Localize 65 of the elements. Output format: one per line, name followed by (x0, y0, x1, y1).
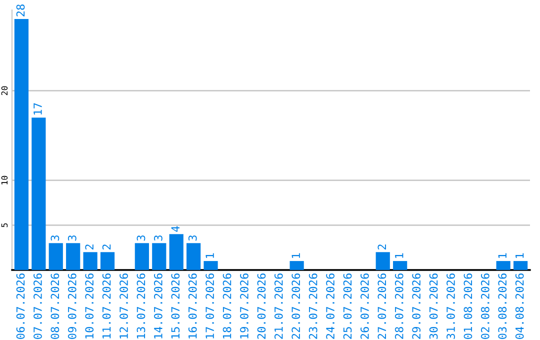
bar (186, 243, 201, 270)
bar (393, 261, 408, 270)
x-tick-label: 23.07.2026 (308, 273, 318, 339)
data-label: 3 (188, 235, 197, 241)
x-tick-label: 24.07.2026 (326, 273, 334, 339)
x-tick-label: 12.07.2026 (120, 273, 128, 338)
bar (83, 252, 98, 270)
bar (48, 243, 63, 270)
x-tick-label: 18.07.2026 (222, 273, 232, 338)
x-tick-label: 07.07.2026 (34, 273, 42, 339)
x-tick-label: 19.07.2026 (240, 273, 248, 338)
bar (66, 243, 80, 270)
data-label: 1 (206, 253, 214, 258)
x-tick-label: 11.07.2026 (102, 273, 111, 338)
x-tick-label: 31.07.2026 (446, 273, 455, 339)
data-label: 1 (498, 253, 506, 258)
x-tick-label: 13.07.2026 (136, 273, 146, 338)
y-tick-label: 20 (1, 86, 8, 96)
bar (134, 243, 149, 270)
data-label: 3 (136, 235, 146, 241)
data-label: 2 (85, 244, 94, 250)
data-label: 1 (292, 253, 300, 258)
x-tick-label: 08.07.2026 (50, 273, 60, 339)
bar (100, 252, 115, 270)
data-label: 17 (34, 103, 42, 114)
data-label: 3 (68, 235, 76, 241)
x-tick-label: 16.07.2026 (188, 273, 197, 338)
data-label: 1 (516, 253, 524, 258)
x-tick-label: 22.07.2026 (292, 273, 300, 339)
x-tick-label: 20.07.2026 (257, 273, 266, 339)
x-tick-label: 06.07.2026 (16, 273, 25, 339)
x-tick-label: 02.08.2026 (480, 273, 490, 339)
x-tick-label: 04.08.2026 (515, 273, 524, 339)
x-tick-label: 27.07.2026 (378, 273, 386, 339)
x-tick-label: 25.07.2026 (343, 273, 352, 339)
x-tick-label: 10.07.2026 (85, 273, 94, 338)
bar (204, 261, 218, 270)
x-tick-label: 21.07.2026 (274, 273, 283, 339)
data-label: 2 (378, 244, 386, 250)
data-label: 4 (171, 226, 180, 232)
data-label: 3 (154, 235, 162, 241)
x-tick-label: 03.08.2026 (498, 273, 507, 339)
data-label: 1 (395, 253, 404, 258)
bar (152, 243, 166, 270)
bar (513, 261, 528, 270)
x-tick-label: 15.07.2026 (171, 273, 180, 338)
bar (496, 261, 510, 270)
x-tick-label: 26.07.2026 (360, 273, 369, 339)
y-tick-label: 10 (1, 176, 8, 184)
bar (32, 118, 46, 270)
bar (169, 234, 184, 270)
data-label: 2 (102, 244, 111, 250)
x-tick-label: 28.07.2026 (394, 273, 404, 339)
x-tick-label: 01.08.2026 (464, 273, 472, 339)
x-tick-label: 30.07.2026 (429, 273, 438, 339)
data-label: 28 (16, 4, 25, 16)
x-tick-label: 09.07.2026 (68, 273, 76, 339)
x-tick-label: 17.07.2026 (206, 273, 214, 338)
data-label: 3 (50, 235, 60, 241)
x-tick-label: 14.07.2026 (154, 273, 162, 338)
bar (376, 252, 390, 270)
x-tick-label: 29.07.2026 (412, 273, 421, 339)
bar (14, 18, 29, 270)
y-tick-label: 5 (1, 223, 8, 228)
bar (290, 261, 304, 270)
